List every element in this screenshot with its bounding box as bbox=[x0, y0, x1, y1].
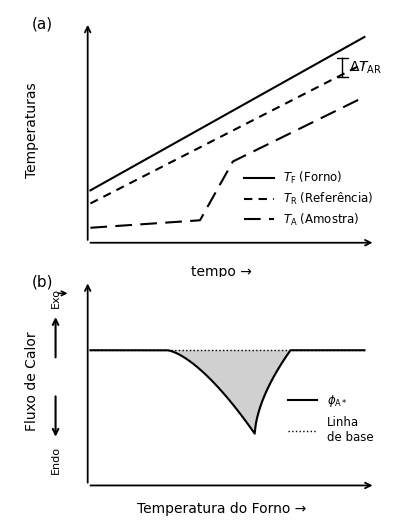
Text: Temperaturas: Temperaturas bbox=[25, 82, 39, 179]
Text: tempo →: tempo → bbox=[191, 265, 252, 279]
Text: Exo: Exo bbox=[51, 288, 60, 308]
Text: (b): (b) bbox=[32, 275, 53, 290]
Legend: $T_{\mathrm{F}}$ (Forno), $T_{\mathrm{R}}$ (Referência), $T_{\mathrm{A}}$ (Amost: $T_{\mathrm{F}}$ (Forno), $T_{\mathrm{R}… bbox=[239, 165, 378, 232]
Text: $\Delta T_{\mathrm{AR}}$: $\Delta T_{\mathrm{AR}}$ bbox=[349, 60, 383, 76]
Text: (a): (a) bbox=[32, 16, 53, 31]
Text: Temperatura do Forno →: Temperatura do Forno → bbox=[136, 502, 306, 516]
Text: Endo: Endo bbox=[51, 446, 60, 474]
Legend: $\phi_{\mathrm{A*}}$, Linha
de base: $\phi_{\mathrm{A*}}$, Linha de base bbox=[283, 388, 378, 449]
Text: Fluxo de Calor: Fluxo de Calor bbox=[25, 331, 39, 431]
